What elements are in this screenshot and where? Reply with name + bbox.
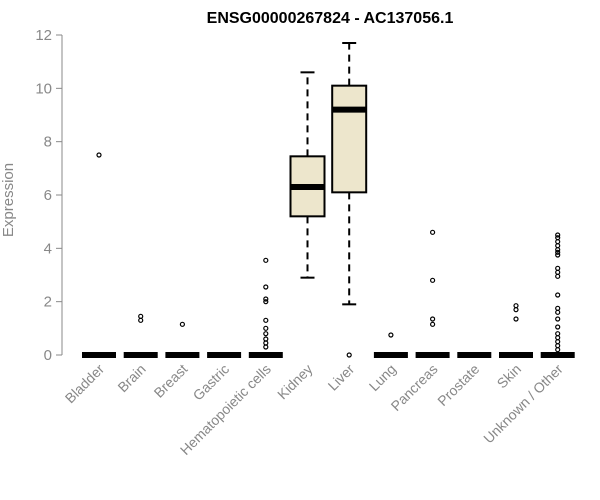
- x-category-label: Unknown / Other: [480, 361, 566, 447]
- x-category-label: Breast: [151, 361, 191, 401]
- outlier-point: [555, 324, 561, 330]
- outlier-point: [263, 296, 269, 302]
- outlier-point: [555, 343, 561, 349]
- outlier-point: [555, 243, 561, 249]
- outlier-point: [430, 277, 436, 283]
- outlier-point: [555, 339, 561, 345]
- x-category-label: Kidney: [274, 361, 316, 403]
- outlier-point: [555, 249, 561, 255]
- x-category-label: Prostate: [434, 361, 482, 409]
- box-group: [165, 321, 200, 358]
- outlier-point: [263, 299, 269, 305]
- outlier-point: [555, 335, 561, 341]
- box-group: [415, 229, 450, 358]
- box-group: [331, 42, 368, 358]
- y-tick-label: 6: [44, 187, 52, 204]
- outlier-point: [555, 235, 561, 241]
- outlier-point: [263, 336, 269, 342]
- box-group: [373, 332, 408, 358]
- box-group: [82, 152, 116, 358]
- outlier-point: [555, 305, 561, 311]
- x-category-label: Lung: [366, 361, 399, 394]
- box-group: [540, 232, 575, 358]
- outlier-point: [138, 317, 144, 323]
- outlier-point: [555, 309, 561, 315]
- box-group: [248, 257, 283, 358]
- x-category-label: Brain: [114, 361, 148, 395]
- outlier-point: [513, 307, 519, 313]
- outlier-point: [263, 317, 269, 323]
- outlier-point: [263, 344, 269, 350]
- outlier-point: [263, 331, 269, 337]
- outlier-point: [388, 332, 394, 338]
- x-category-label: Liver: [325, 361, 358, 394]
- outlier-point: [263, 325, 269, 331]
- y-tick-label: 8: [44, 134, 52, 151]
- outlier-point: [555, 331, 561, 337]
- x-category-label: Bladder: [62, 361, 108, 407]
- outlier-point: [179, 321, 185, 327]
- outlier-point: [555, 292, 561, 298]
- outlier-point: [263, 284, 269, 290]
- chart-title: ENSG00000267824 - AC137056.1: [207, 10, 454, 27]
- iqr-box: [331, 84, 368, 194]
- y-tick-label: 2: [44, 294, 52, 311]
- outlier-point: [263, 340, 269, 346]
- outlier-point: [430, 321, 436, 327]
- outlier-point: [555, 273, 561, 279]
- outlier-point: [555, 316, 561, 322]
- outlier-point: [555, 347, 561, 353]
- outlier-point: [555, 232, 561, 238]
- x-category-label: Skin: [494, 361, 525, 392]
- y-axis-label: Expression: [0, 163, 17, 237]
- outlier-point: [555, 239, 561, 245]
- outlier-point: [555, 247, 561, 253]
- outlier-point: [555, 269, 561, 275]
- y-tick-label: 0: [44, 347, 52, 364]
- outlier-point: [96, 152, 102, 158]
- outlier-point: [513, 316, 519, 322]
- boxes-layer: [82, 42, 575, 358]
- box-group: [123, 313, 158, 358]
- box-group: [289, 71, 326, 279]
- outlier-point: [263, 257, 269, 263]
- box-group: [499, 303, 533, 358]
- outlier-point: [555, 265, 561, 271]
- y-tick-label: 10: [35, 80, 52, 97]
- outlier-point: [430, 229, 436, 235]
- outlier-point: [555, 252, 561, 258]
- outlier-point: [430, 316, 436, 322]
- outlier-point: [138, 313, 144, 319]
- y-axis: 0 2 4 6 8 10 12: [35, 27, 63, 364]
- outlier-point: [346, 352, 352, 358]
- y-tick-label: 12: [35, 27, 52, 44]
- outlier-point: [513, 303, 519, 309]
- y-tick-label: 4: [44, 240, 52, 257]
